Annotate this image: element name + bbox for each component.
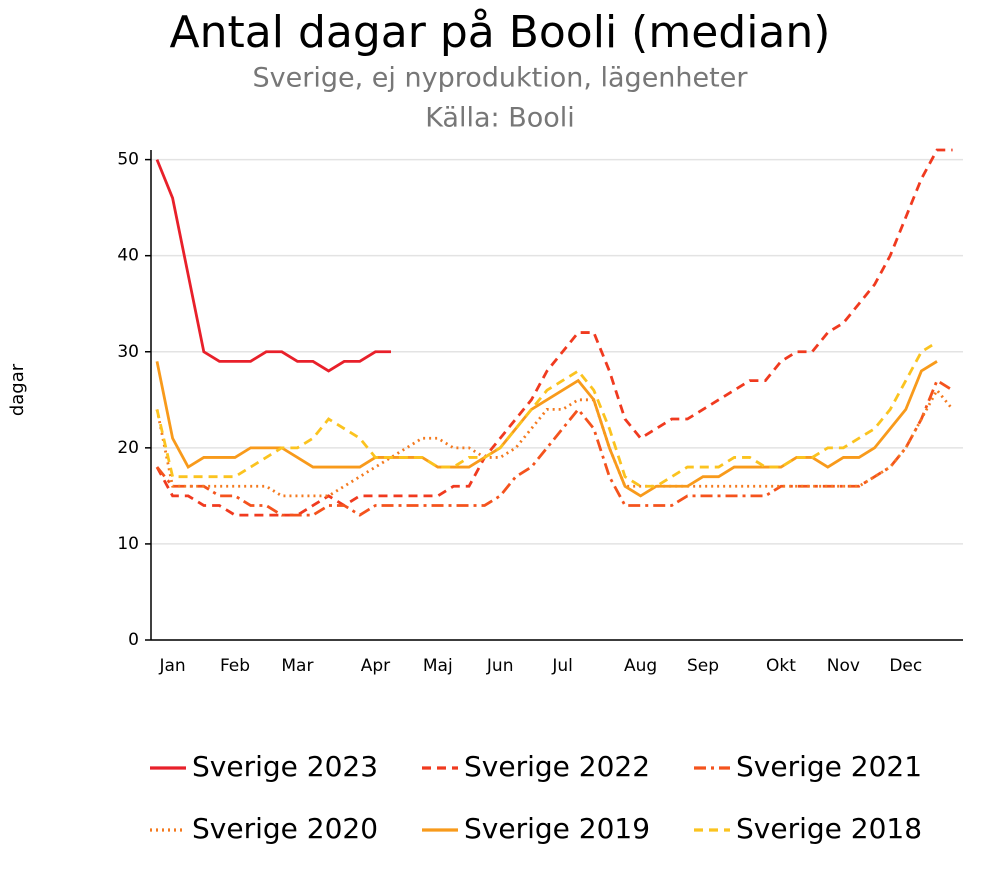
series-line: [155, 148, 953, 517]
chart-subtitle: Källa: Booli: [425, 103, 575, 134]
y-tick-label: 30: [117, 342, 139, 362]
x-tick-label: Okt: [766, 656, 796, 676]
x-tick-label: Aug: [624, 656, 657, 676]
legend-label: Sverige 2021: [736, 750, 922, 783]
chart-subtitle: Sverige, ej nyproduktion, lägenheter: [253, 63, 749, 94]
y-tick-label: 0: [128, 630, 139, 650]
y-tick-label: 20: [117, 438, 139, 458]
y-tick-label: 50: [117, 150, 139, 170]
series-line: [155, 378, 954, 517]
legend-label: Sverige 2023: [192, 750, 378, 783]
x-tick-label: Apr: [361, 656, 390, 676]
y-tick-label: 10: [117, 534, 139, 554]
x-tick-label: Nov: [827, 656, 860, 676]
legend-label: Sverige 2022: [464, 750, 650, 783]
x-tick-label: Mar: [281, 656, 313, 676]
x-tick-label: Sep: [687, 656, 719, 676]
y-axis-label: dagar: [7, 363, 28, 416]
x-tick-label: Jan: [158, 656, 185, 676]
x-tick-label: Jul: [551, 656, 573, 676]
series-line: [155, 387, 954, 498]
x-tick-label: Jun: [486, 656, 514, 676]
x-tick-label: Feb: [220, 656, 250, 676]
legend-label: Sverige 2018: [736, 812, 922, 845]
series-line: [155, 159, 391, 373]
y-tick-label: 40: [117, 246, 139, 266]
series-line: [155, 360, 938, 498]
x-tick-label: Dec: [889, 656, 922, 676]
series-line: [155, 340, 938, 488]
chart-title: Antal dagar på Booli (median): [170, 7, 831, 58]
legend-label: Sverige 2020: [192, 812, 378, 845]
x-tick-label: Maj: [423, 656, 453, 676]
legend-label: Sverige 2019: [464, 812, 650, 845]
